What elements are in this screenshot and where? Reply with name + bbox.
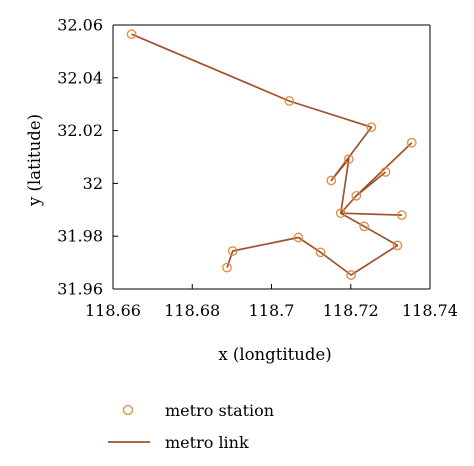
x-tick-label: 118.72 bbox=[323, 301, 379, 320]
y-tick-label: 32.02 bbox=[57, 121, 103, 140]
metro-station-point bbox=[293, 232, 304, 243]
legend: metro station metro link bbox=[108, 401, 274, 452]
legend-station-marker bbox=[122, 404, 134, 416]
metro-station-point bbox=[126, 29, 137, 40]
metro-station-point bbox=[222, 262, 232, 273]
metro-station-point bbox=[284, 96, 295, 106]
metro-station-point bbox=[392, 240, 403, 251]
x-tick-label: 118.68 bbox=[164, 301, 220, 320]
metro-station-point bbox=[335, 208, 346, 219]
metro-stations bbox=[126, 29, 417, 280]
metro-station-point bbox=[359, 221, 370, 232]
metro-station-point bbox=[227, 246, 238, 256]
metro-link-line bbox=[355, 171, 387, 197]
legend-link-label: metro link bbox=[165, 433, 249, 452]
metro-links bbox=[131, 33, 413, 276]
metro-station-point bbox=[366, 122, 377, 133]
x-tick-label: 118.74 bbox=[402, 301, 458, 320]
metro-station-point bbox=[397, 210, 407, 220]
legend-station-label: metro station bbox=[165, 401, 274, 420]
metro-station-point bbox=[315, 247, 326, 258]
axes bbox=[112, 24, 431, 290]
metro-station-point bbox=[351, 190, 362, 201]
metro-station-point bbox=[380, 167, 391, 177]
y-tick-label: 31.98 bbox=[57, 227, 103, 246]
metro-station-point bbox=[326, 175, 337, 186]
x-tick-label: 118.66 bbox=[85, 301, 141, 320]
metro-station-point bbox=[343, 154, 354, 164]
y-tick-label: 32.06 bbox=[57, 16, 103, 35]
y-tick-label: 32.04 bbox=[57, 68, 103, 87]
x-tick-label: 118.7 bbox=[249, 301, 295, 320]
y-tick-label: 32 bbox=[83, 174, 103, 193]
tick-labels: 118.66 118.68 118.7 118.72 118.74 31.96 31.98 3… bbox=[57, 16, 458, 321]
metro-link-line bbox=[226, 142, 413, 276]
x-axis-label: x (longtitude) bbox=[218, 345, 331, 364]
metro-station-point bbox=[346, 270, 356, 280]
metro-station-point bbox=[406, 137, 417, 148]
y-axis-label: y (latitude) bbox=[25, 114, 44, 207]
y-tick-label: 31.96 bbox=[57, 280, 103, 299]
metro-link-line bbox=[131, 33, 402, 216]
